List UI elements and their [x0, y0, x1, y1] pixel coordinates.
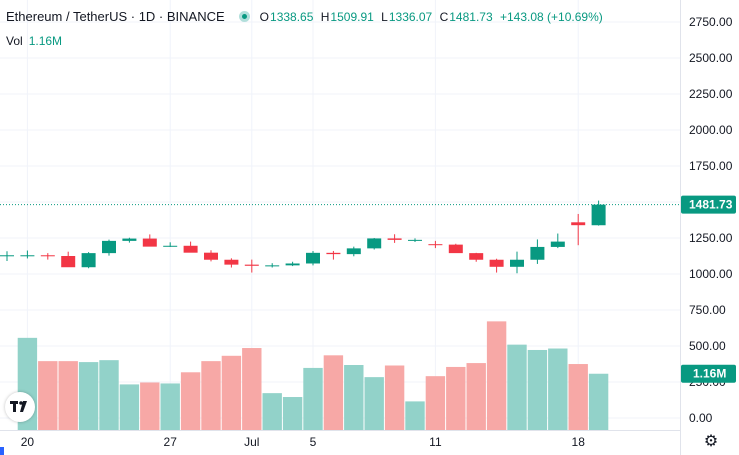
low-value: 1336.07	[388, 9, 433, 24]
candle-body	[285, 263, 300, 266]
time-axis-label: 27	[164, 435, 178, 449]
time-axis-label: 5	[310, 435, 317, 449]
volume-bar	[507, 344, 527, 430]
candle-body	[428, 244, 443, 246]
change-value: +143.08 (+10.69%)	[499, 9, 603, 24]
high-value: 1509.91	[330, 9, 374, 24]
candle-body	[204, 252, 218, 260]
open-label: O	[259, 9, 270, 24]
time-axis-label: 20	[21, 435, 35, 449]
volume-bar	[221, 355, 242, 430]
symbol-title[interactable]: Ethereum / TetherUS · 1D · BINANCE	[6, 9, 225, 24]
volume-bar	[425, 376, 446, 430]
volume-bar	[384, 365, 405, 430]
time-axis-label: 18	[572, 435, 586, 449]
candle-body	[163, 245, 178, 247]
candle-body	[367, 238, 382, 249]
tradingview-logo-icon[interactable]	[5, 392, 35, 422]
volume-bar	[466, 363, 486, 430]
volume-bar	[99, 360, 119, 430]
price-axis-label: 2750.00	[689, 15, 733, 29]
volume-bar	[364, 377, 384, 430]
volume-bar	[548, 348, 568, 430]
volume-bar	[527, 349, 548, 430]
time-axis-label: Jul	[244, 435, 259, 449]
price-axis-label: 2500.00	[689, 51, 733, 65]
high-label: H	[320, 9, 330, 24]
volume-bar	[303, 367, 323, 430]
candle-body	[510, 259, 524, 267]
volume-bar	[78, 362, 99, 430]
candle-body	[142, 238, 157, 247]
candle-body	[326, 252, 341, 255]
volume-bar	[344, 365, 364, 430]
volume-bar	[282, 397, 303, 430]
last-volume-value: 1.16M	[693, 367, 726, 381]
volume-bar	[262, 393, 282, 430]
candle-body	[61, 256, 76, 268]
volume-bar	[140, 382, 160, 430]
volume-bar	[405, 401, 425, 430]
volume-bar	[38, 361, 58, 430]
volume-label: Vol	[6, 34, 23, 48]
ohlc-values: O1338.65 H1509.91 L1336.07 C1481.73 +143…	[260, 10, 603, 24]
price-axis-label: 1000.00	[689, 267, 733, 281]
volume-bar	[568, 364, 588, 430]
candle-body	[122, 238, 137, 241]
close-label: C	[439, 9, 449, 24]
price-axis-label: 1250.00	[689, 231, 733, 245]
candle-body	[550, 241, 565, 247]
volume-bar	[201, 361, 221, 430]
volume-bar	[446, 366, 466, 430]
open-value: 1338.65	[270, 9, 314, 24]
candle-body	[489, 259, 504, 267]
candle-body	[224, 259, 239, 265]
tradingview-logo-glyph	[10, 401, 27, 412]
candle-body	[0, 255, 14, 257]
price-axis-label: 2000.00	[689, 123, 733, 137]
candle-body	[448, 244, 463, 254]
volume-bar	[58, 361, 78, 430]
price-axis-label: 750.00	[689, 303, 726, 317]
candle-body	[40, 255, 55, 257]
time-axis-label: 11	[429, 435, 442, 449]
close-value: 1481.73	[449, 9, 493, 24]
candle-body	[20, 255, 35, 257]
candle-body	[244, 264, 259, 266]
volume-legend[interactable]: Vol 1.16M	[6, 34, 62, 48]
symbol-legend: Ethereum / TetherUS · 1D · BINANCE O1338…	[6, 9, 603, 24]
volume-bar	[119, 384, 140, 430]
price-axis-label: 2250.00	[689, 87, 733, 101]
candle-body	[183, 245, 198, 253]
gear-icon[interactable]: ⚙	[703, 433, 719, 450]
candle-body	[102, 240, 116, 254]
candle-body	[571, 222, 586, 226]
volume-value: 1.16M	[28, 34, 63, 48]
volume-bar	[160, 383, 180, 430]
volume-bar	[588, 373, 609, 430]
candle-body	[408, 239, 422, 241]
candle-body	[530, 246, 545, 260]
candle-body	[346, 248, 361, 255]
last-price-badge	[681, 195, 736, 214]
candle-body	[265, 265, 280, 267]
candle-body	[591, 204, 606, 226]
last-price-value: 1481.73	[689, 198, 733, 212]
last-volume-badge	[681, 364, 736, 383]
candle-body	[469, 253, 484, 260]
scroll-marker	[0, 447, 4, 455]
volume-bar	[323, 355, 344, 430]
price-axis-label: 500.00	[689, 339, 726, 353]
volume-bar	[486, 321, 507, 430]
price-axis-label: 1750.00	[689, 159, 733, 173]
candle-body	[387, 238, 402, 240]
candle-body	[81, 253, 96, 268]
low-label: L	[381, 9, 388, 24]
volume-bar	[180, 372, 201, 430]
price-axis-label: 0.00	[689, 411, 713, 425]
volume-bar	[242, 348, 262, 430]
candle-body	[306, 252, 320, 264]
market-status-icon[interactable]	[238, 11, 250, 22]
